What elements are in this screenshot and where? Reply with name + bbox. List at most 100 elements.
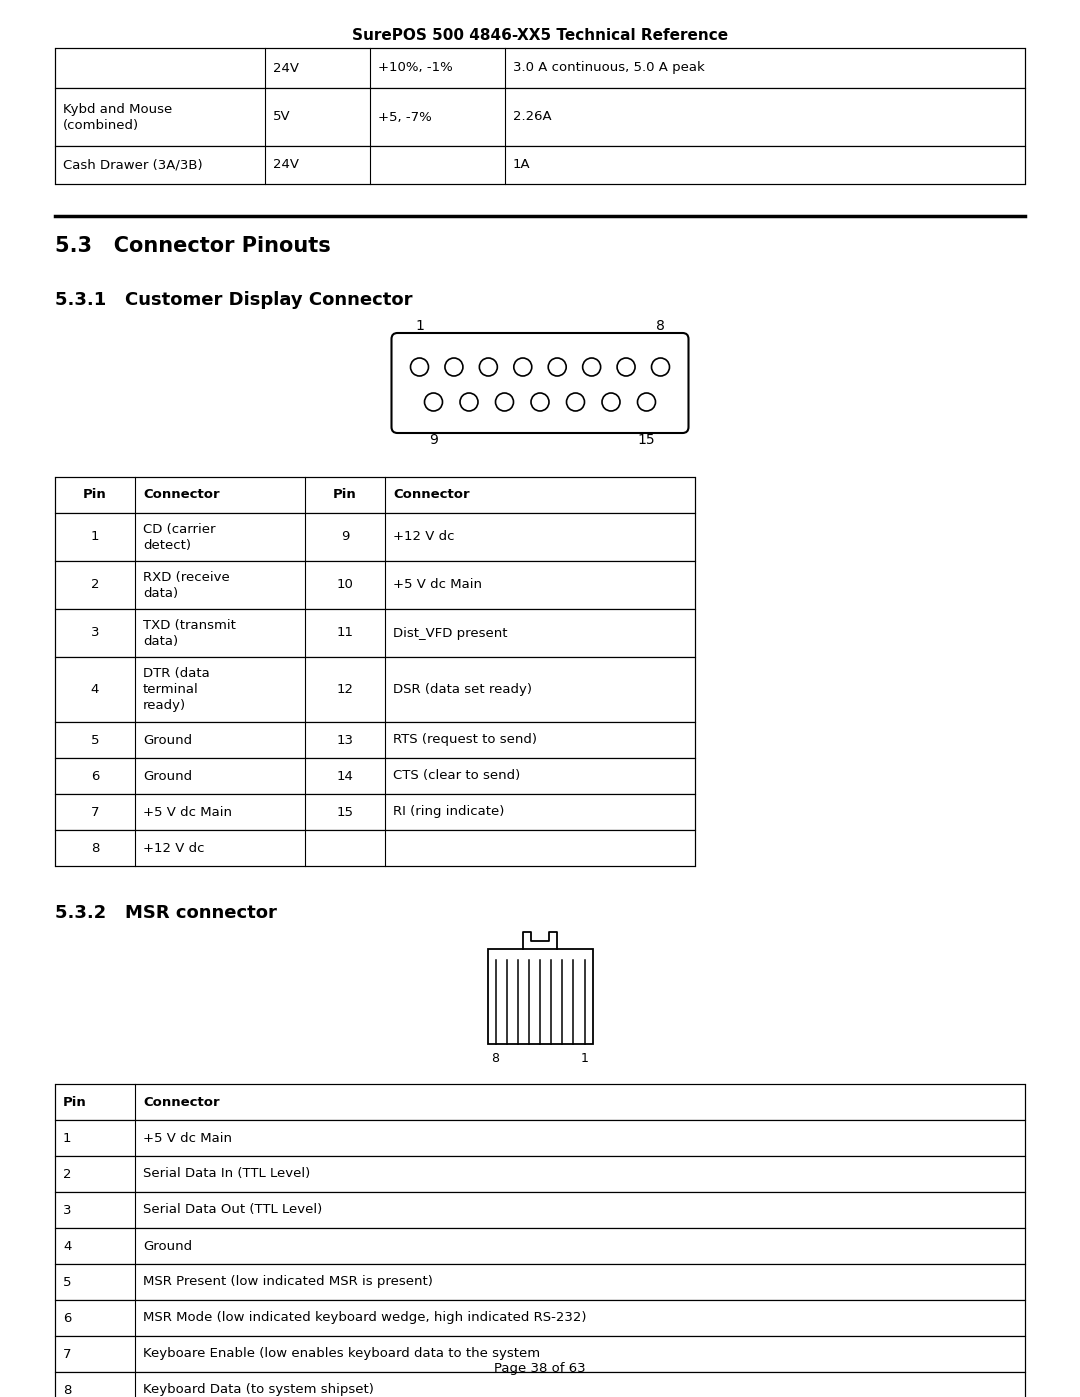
Text: 6: 6 bbox=[63, 1312, 71, 1324]
Text: +12 V dc: +12 V dc bbox=[393, 531, 455, 543]
FancyBboxPatch shape bbox=[391, 332, 689, 433]
Text: Pin: Pin bbox=[63, 1095, 86, 1108]
Bar bbox=[55, 88, 1025, 147]
Text: 12: 12 bbox=[337, 683, 353, 696]
Text: Keyboard Data (to system shipset): Keyboard Data (to system shipset) bbox=[143, 1383, 374, 1397]
Text: +12 V dc: +12 V dc bbox=[143, 841, 204, 855]
Text: DSR (data set ready): DSR (data set ready) bbox=[393, 683, 532, 696]
Text: 11: 11 bbox=[337, 626, 353, 640]
Text: 14: 14 bbox=[337, 770, 353, 782]
Text: CTS (clear to send): CTS (clear to send) bbox=[393, 770, 521, 782]
Circle shape bbox=[531, 393, 549, 411]
Text: Pin: Pin bbox=[83, 489, 107, 502]
Text: Ground: Ground bbox=[143, 733, 192, 746]
Text: TXD (transmit
data): TXD (transmit data) bbox=[143, 619, 235, 647]
Text: 8: 8 bbox=[91, 841, 99, 855]
Circle shape bbox=[582, 358, 600, 376]
Text: +10%, -1%: +10%, -1% bbox=[378, 61, 453, 74]
Text: SurePOS 500 4846-XX5 Technical Reference: SurePOS 500 4846-XX5 Technical Reference bbox=[352, 28, 728, 43]
Text: 1A: 1A bbox=[513, 158, 530, 172]
Text: 5.3.1   Customer Display Connector: 5.3.1 Customer Display Connector bbox=[55, 291, 413, 309]
Text: 15: 15 bbox=[337, 806, 353, 819]
Text: Kybd and Mouse
(combined): Kybd and Mouse (combined) bbox=[63, 102, 172, 131]
Text: RXD (receive
data): RXD (receive data) bbox=[143, 570, 230, 599]
Text: 15: 15 bbox=[637, 433, 656, 447]
Text: Page 38 of 63: Page 38 of 63 bbox=[495, 1362, 585, 1375]
Text: 2: 2 bbox=[91, 578, 99, 591]
Bar bbox=[55, 1336, 1025, 1372]
Text: Connector: Connector bbox=[143, 1095, 219, 1108]
Text: 10: 10 bbox=[337, 578, 353, 591]
Bar bbox=[487, 949, 593, 1044]
Bar bbox=[55, 1301, 1025, 1336]
Bar bbox=[55, 609, 696, 657]
Circle shape bbox=[460, 393, 478, 411]
Text: 4: 4 bbox=[63, 1239, 71, 1253]
Circle shape bbox=[567, 393, 584, 411]
Bar bbox=[55, 722, 696, 759]
Text: 5: 5 bbox=[91, 733, 99, 746]
Bar bbox=[55, 1192, 1025, 1228]
Text: Connector: Connector bbox=[393, 489, 470, 502]
Text: 3: 3 bbox=[63, 1203, 71, 1217]
Text: 5V: 5V bbox=[273, 110, 291, 123]
Text: 1: 1 bbox=[91, 531, 99, 543]
Bar bbox=[55, 513, 696, 562]
Circle shape bbox=[480, 358, 498, 376]
Text: CD (carrier
detect): CD (carrier detect) bbox=[143, 522, 216, 552]
Bar bbox=[55, 759, 696, 793]
Bar bbox=[55, 1120, 1025, 1155]
Text: MSR Mode (low indicated keyboard wedge, high indicated RS-232): MSR Mode (low indicated keyboard wedge, … bbox=[143, 1312, 586, 1324]
Bar bbox=[55, 1264, 1025, 1301]
Circle shape bbox=[514, 358, 531, 376]
Text: MSR Present (low indicated MSR is present): MSR Present (low indicated MSR is presen… bbox=[143, 1275, 433, 1288]
Text: 9: 9 bbox=[429, 433, 437, 447]
Text: Pin: Pin bbox=[333, 489, 356, 502]
Text: DTR (data
terminal
ready): DTR (data terminal ready) bbox=[143, 666, 210, 712]
Bar bbox=[55, 47, 1025, 88]
Text: Serial Data In (TTL Level): Serial Data In (TTL Level) bbox=[143, 1168, 310, 1180]
Bar bbox=[55, 147, 1025, 184]
Bar bbox=[55, 1372, 1025, 1397]
Circle shape bbox=[445, 358, 463, 376]
Text: 8: 8 bbox=[491, 1052, 499, 1065]
Bar bbox=[55, 476, 696, 513]
Text: RTS (request to send): RTS (request to send) bbox=[393, 733, 537, 746]
Text: 7: 7 bbox=[63, 1348, 71, 1361]
Text: Ground: Ground bbox=[143, 770, 192, 782]
Text: 4: 4 bbox=[91, 683, 99, 696]
Text: 5.3   Connector Pinouts: 5.3 Connector Pinouts bbox=[55, 236, 330, 256]
Text: RI (ring indicate): RI (ring indicate) bbox=[393, 806, 504, 819]
Text: +5, -7%: +5, -7% bbox=[378, 110, 432, 123]
Circle shape bbox=[496, 393, 513, 411]
Text: 5: 5 bbox=[63, 1275, 71, 1288]
Circle shape bbox=[424, 393, 443, 411]
Text: +5 V dc Main: +5 V dc Main bbox=[143, 806, 232, 819]
Text: 13: 13 bbox=[337, 733, 353, 746]
Text: 6: 6 bbox=[91, 770, 99, 782]
Text: 1: 1 bbox=[63, 1132, 71, 1144]
Text: 2: 2 bbox=[63, 1168, 71, 1180]
Bar bbox=[55, 657, 696, 722]
Circle shape bbox=[617, 358, 635, 376]
Text: 9: 9 bbox=[341, 531, 349, 543]
Bar bbox=[55, 1084, 1025, 1120]
Text: 7: 7 bbox=[91, 806, 99, 819]
Circle shape bbox=[410, 358, 429, 376]
Text: 24V: 24V bbox=[273, 158, 299, 172]
Circle shape bbox=[549, 358, 566, 376]
Bar bbox=[55, 562, 696, 609]
Text: 1: 1 bbox=[581, 1052, 589, 1065]
Text: 3.0 A continuous, 5.0 A peak: 3.0 A continuous, 5.0 A peak bbox=[513, 61, 705, 74]
Text: Dist_VFD present: Dist_VFD present bbox=[393, 626, 508, 640]
Text: 3: 3 bbox=[91, 626, 99, 640]
Circle shape bbox=[651, 358, 670, 376]
Text: Ground: Ground bbox=[143, 1239, 192, 1253]
Text: 8: 8 bbox=[63, 1383, 71, 1397]
Bar bbox=[55, 1228, 1025, 1264]
Bar bbox=[55, 1155, 1025, 1192]
Circle shape bbox=[602, 393, 620, 411]
Text: Keyboare Enable (low enables keyboard data to the system: Keyboare Enable (low enables keyboard da… bbox=[143, 1348, 540, 1361]
Text: Cash Drawer (3A/3B): Cash Drawer (3A/3B) bbox=[63, 158, 203, 172]
Text: Serial Data Out (TTL Level): Serial Data Out (TTL Level) bbox=[143, 1203, 322, 1217]
